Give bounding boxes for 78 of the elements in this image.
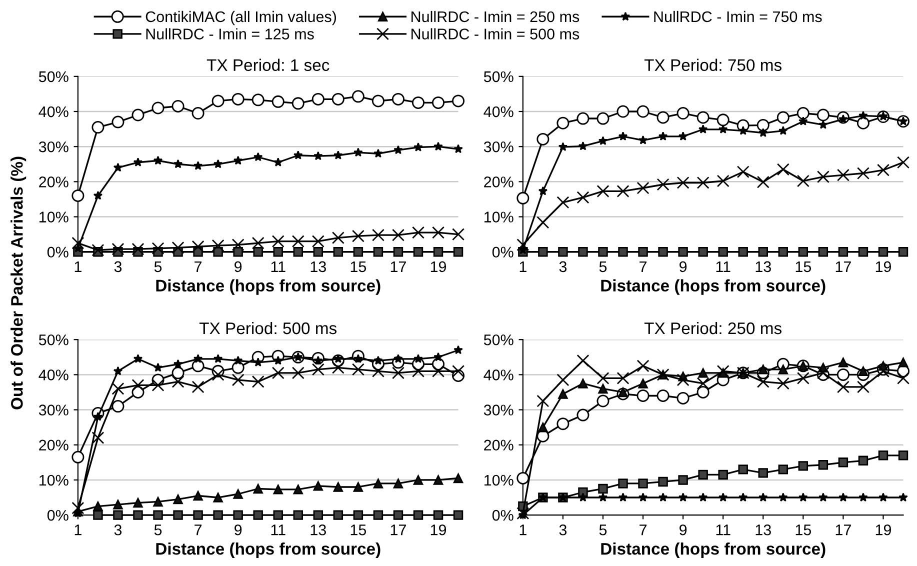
x-tick-label: 7	[194, 524, 202, 536]
x-tick-label: 13	[310, 261, 326, 272]
x-tick-label: 15	[796, 524, 812, 536]
x-axis-title: Distance (hops from source)	[156, 542, 380, 558]
x-tick-label: 3	[114, 261, 122, 272]
y-tick-label: 20%	[484, 440, 514, 451]
x-tick-label: 15	[350, 524, 366, 536]
y-tick-label: 20%	[484, 176, 514, 188]
y-tick-label: 40%	[38, 370, 68, 380]
y-tick-label: 10%	[40, 474, 68, 486]
y-tick-label: 40%	[484, 106, 514, 118]
x-tick-label: 1	[74, 261, 82, 272]
y-tick-label: 50%	[484, 334, 514, 346]
y-tick-label: 30%	[38, 404, 68, 416]
x-axis-title: Distance (hops from source)	[156, 279, 380, 295]
y-tick-label: 10%	[484, 212, 514, 222]
x-tick-label: 3	[559, 524, 567, 536]
y-tick-label: 0%	[492, 510, 514, 521]
x-tick-label: 15	[350, 261, 366, 272]
legend-label: NullRDC - Imin = 500 ms	[412, 28, 580, 40]
x-tick-label: 5	[599, 524, 607, 536]
y-tick-label: 0%	[492, 246, 514, 258]
x-tick-label: 11	[716, 524, 730, 536]
x-tick-label: 1	[520, 524, 526, 536]
x-tick-label: 17	[836, 261, 851, 272]
y-tick-label: 0%	[47, 246, 68, 258]
x-tick-label: 11	[271, 524, 286, 536]
y-tick-label: 20%	[39, 176, 68, 188]
x-tick-label: 13	[756, 261, 771, 272]
x-tick-label: 13	[756, 524, 771, 536]
y-tick-label: 30%	[484, 404, 514, 416]
y-axis-title: Out of Order Packet Arrivals (%)	[10, 156, 26, 410]
y-tick-label: 30%	[484, 141, 514, 152]
x-tick-label: 9	[234, 524, 242, 536]
x-tick-label: 5	[599, 261, 607, 272]
x-tick-label: 17	[390, 261, 406, 272]
x-tick-label: 3	[114, 524, 122, 536]
chart-title: TX Period: 500 ms	[199, 322, 337, 334]
x-tick-label: 19	[430, 524, 446, 536]
chart-title: TX Period: 250 ms	[644, 322, 782, 334]
y-tick-label: 50%	[38, 334, 68, 346]
chart-title: TX Period: 750 ms	[644, 58, 782, 72]
x-tick-label: 7	[640, 261, 647, 272]
y-tick-label: 50%	[484, 71, 514, 82]
y-tick-label: 10%	[484, 474, 514, 486]
x-tick-label: 1	[74, 524, 82, 536]
chart-title: TX Period: 1 sec	[206, 58, 330, 72]
x-tick-label: 9	[234, 261, 242, 272]
x-tick-label: 17	[836, 524, 851, 536]
x-tick-label: 7	[640, 524, 647, 536]
x-tick-label: 1	[520, 261, 526, 272]
x-axis-title: Distance (hops from source)	[601, 542, 826, 558]
x-tick-label: 19	[430, 261, 446, 272]
x-tick-label: 9	[680, 524, 687, 536]
x-axis-title: Distance (hops from source)	[601, 279, 826, 295]
x-tick-label: 11	[716, 261, 730, 272]
x-tick-label: 19	[876, 261, 891, 272]
legend-label: NullRDC - Imin = 750 ms	[654, 10, 822, 22]
x-tick-label: 15	[796, 261, 812, 272]
x-tick-label: 7	[194, 261, 202, 272]
y-tick-label: 40%	[38, 106, 68, 118]
x-tick-label: 19	[876, 524, 891, 536]
y-tick-label: 0%	[47, 510, 68, 521]
y-tick-label: 40%	[484, 370, 514, 380]
x-tick-label: 5	[154, 261, 162, 272]
x-tick-label: 17	[390, 524, 406, 536]
x-tick-label: 13	[310, 524, 326, 536]
x-tick-label: 9	[680, 261, 687, 272]
legend-label: NullRDC - Imin = 250 ms	[412, 10, 580, 22]
x-tick-label: 11	[271, 261, 286, 272]
y-tick-label: 50%	[38, 71, 68, 82]
y-tick-label: 20%	[39, 440, 68, 451]
y-tick-label: 30%	[38, 141, 68, 152]
x-tick-label: 3	[559, 261, 567, 272]
legend-label: ContikiMAC (all Imin values)	[146, 10, 336, 26]
y-tick-label: 10%	[40, 212, 68, 222]
legend-label: NullRDC - Imin = 125 ms	[146, 28, 314, 40]
x-tick-label: 5	[154, 524, 162, 536]
